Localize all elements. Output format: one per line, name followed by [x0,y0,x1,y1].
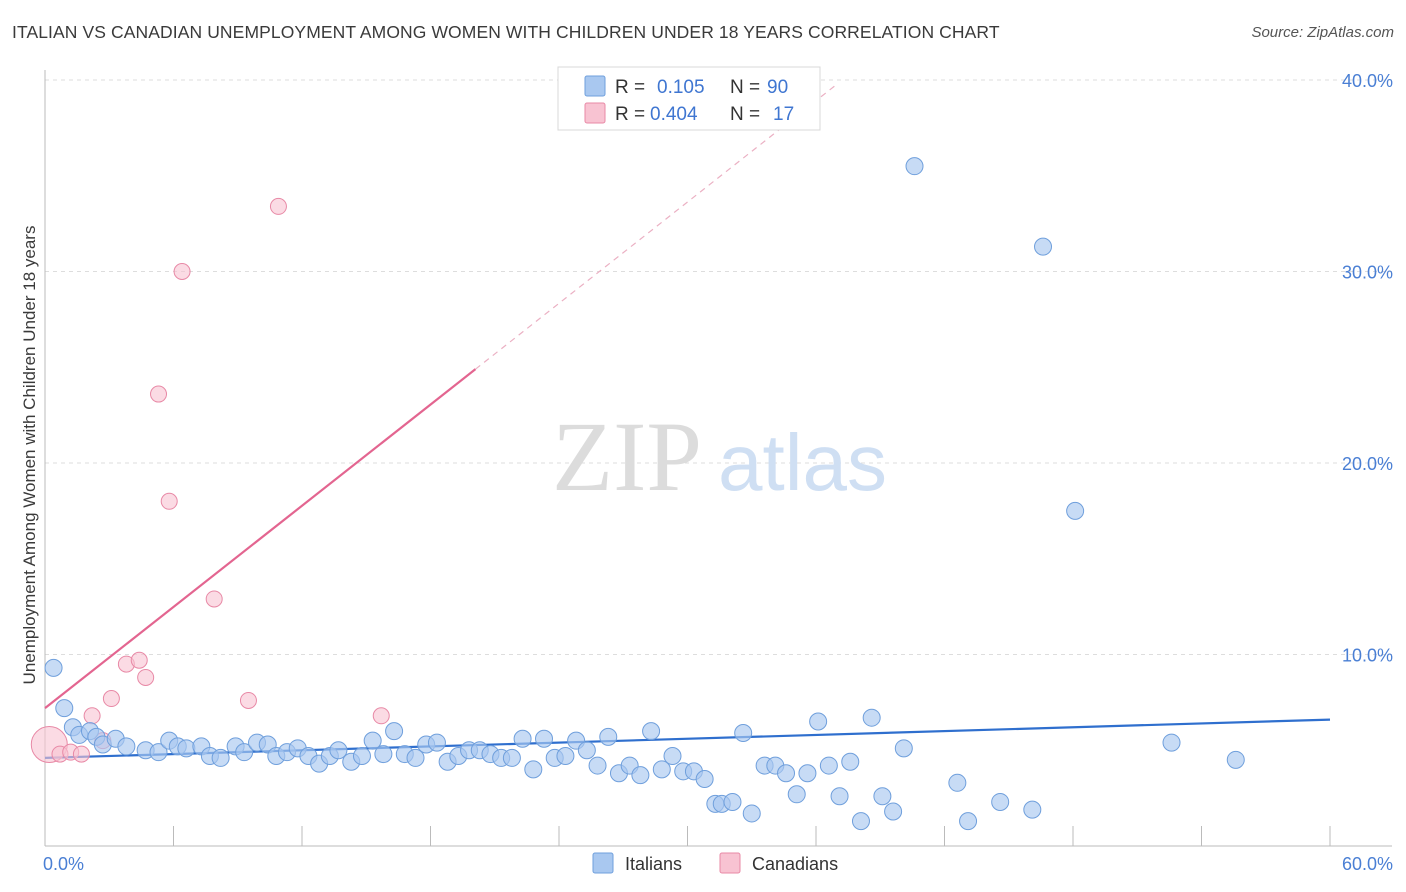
italians-point [991,792,1010,811]
legend-canadians-r-value: 0.404 [650,104,698,125]
canadians-point [372,707,390,725]
x-tick-label-min: 0.0% [43,854,84,874]
italians-point [663,746,682,765]
italians-point [873,787,892,806]
italians-point [1023,800,1042,819]
canadians-trend-line [44,368,477,709]
italians-point [809,712,828,731]
series-legend-canadians-label: Canadians [752,854,838,874]
canadians-point [150,385,168,403]
chart-title: ITALIAN VS CANADIAN UNEMPLOYMENT AMONG W… [12,22,1000,42]
italians-point [513,729,532,748]
italians-point [55,699,74,718]
source-label: Source: ZipAtlas.com [1251,24,1394,41]
canadians-point [173,263,191,280]
italians-point [948,773,967,792]
italians-point [894,739,913,758]
italians-point [851,812,870,831]
italians-point [588,756,607,775]
watermark: ZIP atlas [552,401,887,512]
italians-point [149,743,168,762]
legend-canadians-n-value: 17 [773,104,794,125]
italians-point [117,737,136,756]
legend-italians-r-label: R = [615,77,645,98]
y-tick-label: 30.0% [1342,263,1393,283]
trend-layer [44,83,1331,760]
series-legend: Italians Canadians [592,852,838,874]
italians-point [862,708,881,727]
italians-point [959,812,978,831]
italians-point [427,733,446,752]
italians-trend-line [44,718,1331,760]
italians-point [1066,501,1085,520]
legend-canadians-n-label: N = [730,104,760,125]
italians-point [556,746,575,765]
legend-italians-n-value: 90 [767,77,788,98]
italians-point [884,802,903,821]
italians-point [385,722,404,741]
correlation-legend: R = 0.105 N = 90 R = 0.404 N = 17 [557,66,821,131]
italians-point [642,722,661,741]
italians-point [235,743,254,762]
italians-point [830,787,849,806]
grid-layer [45,79,1392,655]
legend-italians-n-label: N = [730,77,760,98]
canadians-point [102,690,120,708]
canadians-point [160,492,178,510]
italians-point [44,658,63,677]
italians-point [363,731,382,750]
legend-italians-r-value: 0.105 [657,77,705,98]
italians-point [535,729,554,748]
italians-point [329,741,348,760]
y-tick-label: 40.0% [1342,71,1393,91]
italians-point [1034,237,1053,256]
legend-canadians-swatch [584,102,606,124]
italians-point [777,764,796,783]
canadians-point [72,745,90,763]
legend-canadians-r-label: R = [615,104,645,125]
italians-point [524,760,543,779]
italians-point [787,785,806,804]
canadians-point [205,590,223,608]
italians-point [1162,733,1181,752]
italians-point [599,727,618,746]
italians-point [798,764,817,783]
italians-point [734,724,753,743]
axis-layer: 10.0% 20.0% 30.0% 40.0% 0.0% 60.0% [43,70,1393,874]
italians-point [577,741,596,760]
italians-point [905,157,924,176]
italians-point [695,769,714,788]
x-tick-label-max: 60.0% [1342,854,1393,874]
italians-point [1226,750,1245,769]
canadians-point [83,707,101,725]
italians-point [841,752,860,771]
italians-point [742,804,761,823]
legend-italians-swatch [584,75,606,97]
points-layer [30,157,1245,831]
canadians-point [239,691,257,709]
italians-point [819,756,838,775]
canadians-point [137,668,155,686]
italians-point [502,748,521,767]
canadians-point [269,197,287,215]
series-legend-canadians-swatch [719,852,741,874]
italians-point [406,748,425,767]
watermark-zip: ZIP [552,401,702,512]
italians-point [177,739,196,758]
italians-point [211,748,230,767]
italians-point [652,760,671,779]
series-legend-italians-label: Italians [625,854,682,874]
italians-point [631,766,650,785]
italians-point [723,792,742,811]
series-legend-italians-swatch [592,852,614,874]
italians-point [352,746,371,765]
watermark-atlas: atlas [718,418,887,507]
italians-point [374,745,393,764]
canadians-point [130,651,148,669]
y-tick-label: 20.0% [1342,454,1393,474]
y-tick-label: 10.0% [1342,646,1393,666]
